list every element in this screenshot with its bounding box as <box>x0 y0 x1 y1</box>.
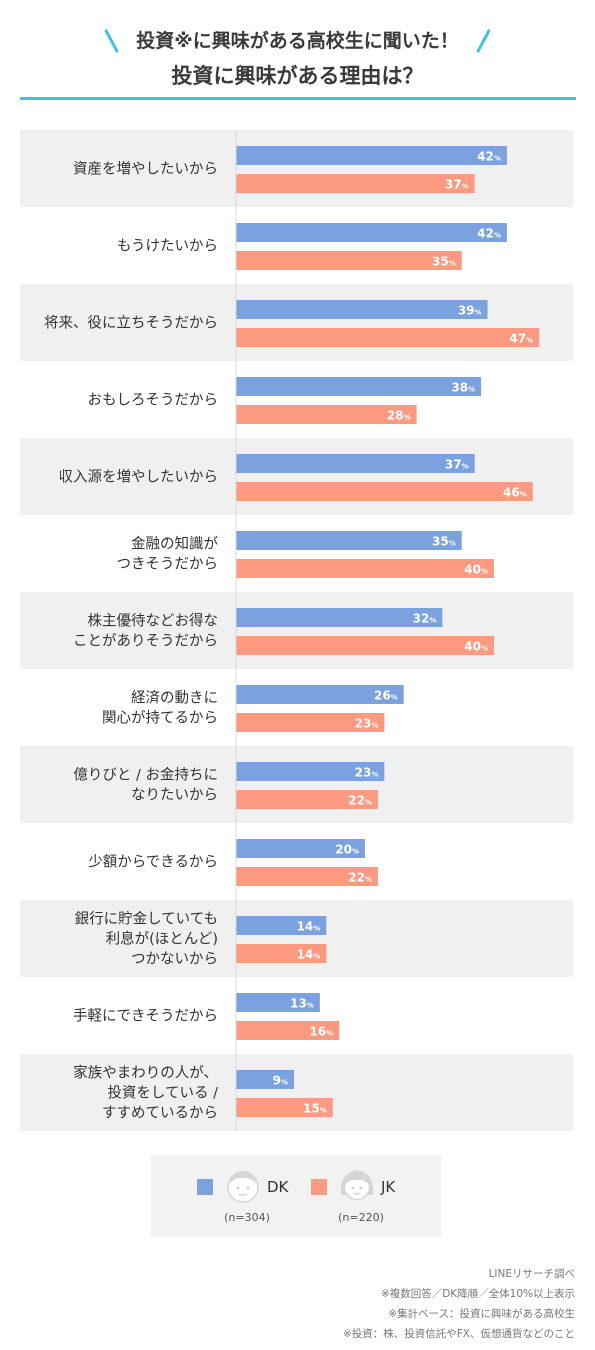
bar-value-label: 40% <box>464 640 488 654</box>
bar-dk <box>236 146 507 165</box>
footnotes: LINEリサーチ調べ ※複数回答／DK降順／全体10%以上表示 ※集計ベース：投… <box>343 1264 575 1344</box>
footnote-line: ※集計ベース：投資に興味がある高校生 <box>388 1308 575 1320</box>
category-label: つきそうだから <box>117 556 219 573</box>
bar-value-label: 16% <box>309 1025 333 1039</box>
bar-jk <box>236 713 385 732</box>
legend-sample-size-jk: (n=220) <box>338 1211 384 1224</box>
category-label: 銀行に貯金していても <box>75 911 218 928</box>
row-background <box>20 1054 573 1131</box>
bar-value-label: 9% <box>273 1074 288 1088</box>
row-background <box>20 900 573 977</box>
bar-dk <box>236 993 320 1012</box>
category-label: 関心が持てるから <box>102 710 218 727</box>
category-label: おもしろそうだから <box>88 392 219 409</box>
category-label: 少額からできるから <box>88 854 218 871</box>
bar-value-label: 32% <box>413 612 437 626</box>
bar-value-label: 23% <box>355 717 379 731</box>
girl-face-icon <box>340 1170 374 1201</box>
bar-dk <box>236 377 482 396</box>
bar-value-label: 42% <box>477 150 501 164</box>
category-label: すすめているから <box>102 1105 218 1122</box>
category-label: 収入源を増やしたいから <box>59 469 219 486</box>
bar-value-label: 22% <box>348 794 372 808</box>
category-label: 億りびと / お金持ちに <box>73 767 218 784</box>
bar-jk <box>236 174 475 193</box>
category-label: なりたいから <box>131 787 218 804</box>
bar-dk <box>236 300 488 319</box>
bar-jk <box>236 790 378 809</box>
category-label: 家族やまわりの人が、 <box>73 1065 218 1082</box>
bar-value-label: 13% <box>290 997 314 1011</box>
bar-jk <box>236 1098 333 1117</box>
legend-swatch-dk <box>197 1179 213 1195</box>
bar-dk <box>236 608 443 627</box>
bar-dk <box>236 454 475 473</box>
category-label: 将来、役に立ちそうだから <box>44 315 218 332</box>
bar-value-label: 35% <box>432 535 456 549</box>
bar-value-label: 38% <box>451 381 475 395</box>
title-area: 投資※に興味がある高校生に聞いた！ 投資に興味がある理由は？ <box>0 0 595 104</box>
bar-value-label: 14% <box>297 920 321 934</box>
category-label: 手軽にできそうだから <box>73 1008 218 1025</box>
category-label: 経済の動きに <box>131 690 218 707</box>
bar-jk <box>236 482 533 501</box>
bar-jk <box>236 867 378 886</box>
bar-dk <box>236 531 462 550</box>
category-label: 金融の知識が <box>131 536 218 553</box>
bar-value-label: 46% <box>503 486 527 500</box>
bar-value-label: 20% <box>335 843 359 857</box>
bar-dk <box>236 762 385 781</box>
footnote-line: LINEリサーチ調べ <box>488 1268 575 1280</box>
category-label: もうけたいから <box>117 238 218 255</box>
bar-jk <box>236 944 327 963</box>
row-background <box>20 592 573 669</box>
bar-jk <box>236 405 417 424</box>
category-label: 利息が(ほとんど) <box>106 931 218 948</box>
bar-dk <box>236 839 365 858</box>
bar-value-label: 26% <box>374 689 398 703</box>
bar-value-label: 23% <box>355 766 379 780</box>
bar-value-label: 37% <box>445 178 469 192</box>
bar-dk <box>236 223 507 242</box>
bar-value-label: 37% <box>445 458 469 472</box>
bar-value-label: 39% <box>458 304 482 318</box>
bar-jk <box>236 559 494 578</box>
legend: DK (n=304) JK (n=220) <box>151 1155 441 1237</box>
bar-value-label: 40% <box>464 563 488 577</box>
bar-value-label: 42% <box>477 227 501 241</box>
bar-jk <box>236 636 494 655</box>
row-background <box>20 438 573 515</box>
row-background <box>20 746 573 823</box>
row-background <box>20 284 573 361</box>
bar-dk <box>236 685 404 704</box>
legend-sample-size-dk: (n=304) <box>224 1211 270 1224</box>
boy-face-icon <box>227 1171 259 1203</box>
bar-jk <box>236 328 540 347</box>
category-label: 資産を増やしたいから <box>73 161 218 178</box>
chart-subtitle: 投資に興味がある理由は？ <box>171 64 424 88</box>
bar-value-label: 22% <box>348 871 372 885</box>
legend-swatch-jk <box>311 1179 327 1195</box>
legend-label-jk: JK <box>381 1178 396 1196</box>
bar-value-label: 47% <box>509 332 533 346</box>
legend-label-dk: DK <box>267 1178 289 1196</box>
chart-title: 投資※に興味がある高校生に聞いた！ <box>136 30 459 52</box>
footnote-line: ※投資：株、投資信託やFX、仮想通貨などのこと <box>342 1328 575 1340</box>
bar-jk <box>236 251 462 270</box>
footnote-line: ※複数回答／DK降順／全体10%以上表示 <box>380 1288 575 1300</box>
bar-value-label: 15% <box>303 1102 327 1116</box>
bar-value-label: 28% <box>387 409 411 423</box>
category-label: 株主優待などお得な <box>88 613 219 630</box>
category-label: ことがありそうだから <box>73 633 218 650</box>
bar-chart: 資産を増やしたいから 42% 37% もうけたいから 42% 35% 将来、役に立ちそうだか… <box>20 130 573 1131</box>
bar-value-label: 35% <box>432 255 456 269</box>
bar-jk <box>236 1021 340 1040</box>
category-label: 投資をしている / <box>107 1085 218 1102</box>
title-underline <box>20 97 576 100</box>
bar-dk <box>236 916 327 935</box>
bar-value-label: 14% <box>297 948 321 962</box>
category-label: つかないから <box>131 951 218 968</box>
row-background <box>20 130 573 207</box>
bar-dk <box>236 1070 295 1089</box>
